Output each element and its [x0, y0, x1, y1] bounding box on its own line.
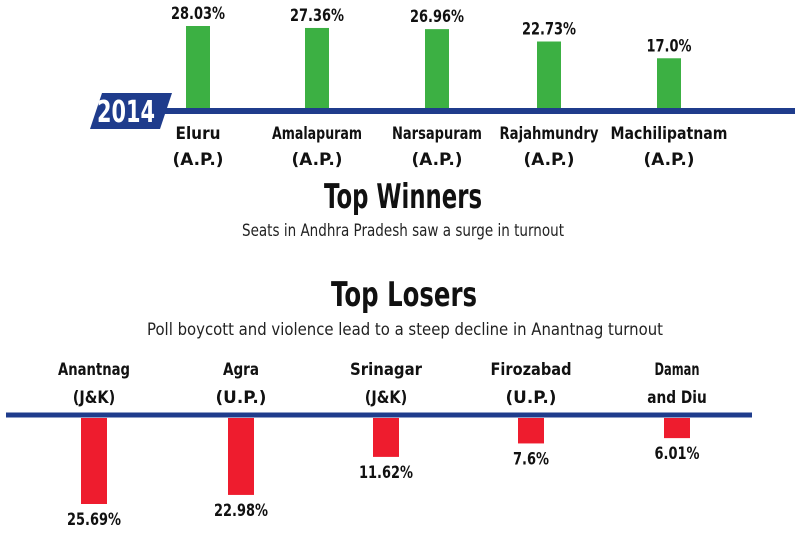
winner-value-label: 27.36%	[290, 6, 344, 26]
winners-title: Top Winners	[324, 177, 482, 217]
loser-bar	[664, 418, 690, 439]
losers-title: Top Losers	[331, 275, 477, 315]
winner-value-label: 22.73%	[522, 20, 576, 40]
winner-bar	[305, 27, 329, 108]
winner-bar	[186, 26, 210, 108]
loser-bar	[228, 418, 254, 495]
losers-subtitle: Poll boycott and violence lead to a stee…	[147, 320, 663, 340]
winner-bar	[537, 41, 561, 108]
year-badge-label: 2014	[97, 95, 155, 130]
loser-category-label: Firozabad	[491, 360, 572, 380]
winner-state-label: (A.P.)	[292, 150, 343, 170]
loser-state-label: and Diu	[647, 388, 707, 408]
loser-value-label: 7.6%	[513, 449, 549, 469]
loser-value-label: 25.69%	[67, 510, 121, 530]
winner-bar	[425, 29, 449, 108]
winner-value-label: 28.03%	[171, 4, 225, 24]
winners-subtitle: Seats in Andhra Pradesh saw a surge in t…	[242, 221, 564, 241]
winner-category-label: Eluru	[176, 124, 221, 144]
loser-bar	[518, 418, 544, 444]
winner-value-label: 26.96%	[410, 7, 464, 27]
loser-category-label: Srinagar	[350, 360, 423, 380]
loser-value-label: 11.62%	[359, 463, 413, 483]
winner-category-label: Narsapuram	[392, 124, 482, 144]
loser-category-label: Daman	[655, 360, 700, 380]
loser-state-label: (U.P.)	[506, 388, 557, 408]
winners-chart: 2014 28.03% Eluru (A.P.) 27.36% Amalapuram (A…	[90, 4, 795, 241]
winner-category-label: Amalapuram	[272, 124, 362, 144]
winner-value-label: 17.0%	[647, 36, 692, 56]
year-badge	[90, 93, 172, 129]
loser-state-label: (J&K)	[73, 388, 116, 408]
winner-category-label: Machilipatnam	[611, 124, 728, 144]
winner-state-label: (A.P.)	[412, 150, 463, 170]
winner-state-label: (A.P.)	[644, 150, 695, 170]
loser-category-label: Anantnag	[58, 360, 130, 380]
loser-bar	[373, 418, 399, 457]
loser-value-label: 6.01%	[655, 444, 700, 464]
winner-category-label: Rajahmundry	[500, 124, 599, 144]
loser-state-label: (J&K)	[365, 388, 408, 408]
winner-state-label: (A.P.)	[173, 150, 224, 170]
loser-category-label: Agra	[223, 360, 259, 380]
winner-state-label: (A.P.)	[524, 150, 575, 170]
loser-bar	[81, 418, 107, 504]
losers-chart: Top Losers Poll boycott and violence lea…	[6, 275, 752, 530]
loser-state-label: (U.P.)	[216, 388, 267, 408]
loser-value-label: 22.98%	[214, 501, 268, 521]
winner-bar	[657, 58, 681, 108]
